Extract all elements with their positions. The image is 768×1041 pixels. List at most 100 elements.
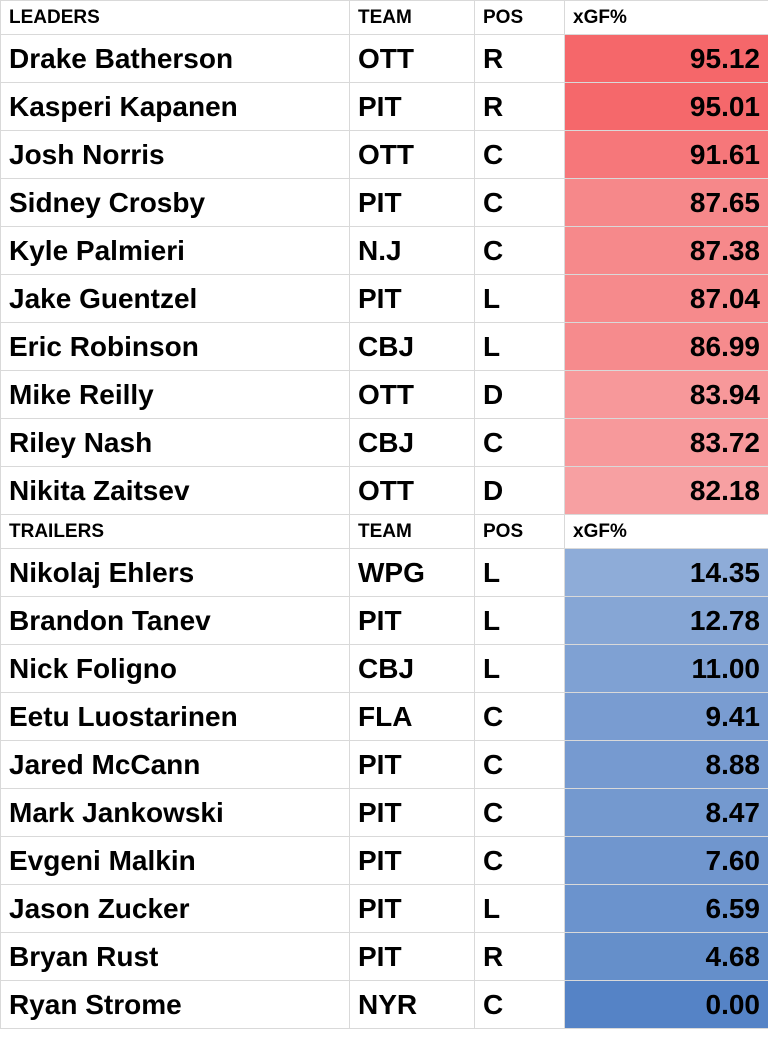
player-name-cell[interactable]: Drake Batherson [0, 34, 350, 83]
xgf-value-cell[interactable]: 8.47 [564, 788, 768, 837]
xgf-value-cell[interactable]: 6.59 [564, 884, 768, 933]
team-cell[interactable]: NYR [349, 980, 475, 1029]
pos-cell[interactable]: D [474, 466, 565, 515]
xgf-value-cell[interactable]: 83.72 [564, 418, 768, 467]
team-cell[interactable]: OTT [349, 130, 475, 179]
team-cell[interactable]: PIT [349, 788, 475, 837]
player-name-cell[interactable]: Jake Guentzel [0, 274, 350, 323]
team-cell[interactable]: N.J [349, 226, 475, 275]
player-name-cell[interactable]: Jason Zucker [0, 884, 350, 933]
pos-cell[interactable]: L [474, 884, 565, 933]
pos-cell[interactable]: R [474, 82, 565, 131]
xgf-value-cell[interactable]: 95.01 [564, 82, 768, 131]
pos-column-header[interactable]: POS [474, 514, 565, 549]
player-row: Kasperi Kapanen PIT R 95.01 [0, 82, 768, 131]
team-cell[interactable]: OTT [349, 370, 475, 419]
player-name-cell[interactable]: Bryan Rust [0, 932, 350, 981]
pos-cell[interactable]: C [474, 980, 565, 1029]
player-row: Jason Zucker PIT L 6.59 [0, 884, 768, 933]
team-cell[interactable]: CBJ [349, 418, 475, 467]
xgf-value-cell[interactable]: 86.99 [564, 322, 768, 371]
xgf-value-cell[interactable]: 8.88 [564, 740, 768, 789]
team-cell[interactable]: PIT [349, 178, 475, 227]
player-name-cell[interactable]: Nick Foligno [0, 644, 350, 693]
team-cell[interactable]: PIT [349, 836, 475, 885]
pos-cell[interactable]: L [474, 322, 565, 371]
player-row: Nikolaj Ehlers WPG L 14.35 [0, 548, 768, 597]
player-row: Eric Robinson CBJ L 86.99 [0, 322, 768, 371]
player-row: Ryan Strome NYR C 0.00 [0, 980, 768, 1029]
xgf-value-cell[interactable]: 82.18 [564, 466, 768, 515]
pos-cell[interactable]: L [474, 596, 565, 645]
team-cell[interactable]: CBJ [349, 322, 475, 371]
player-row: Jake Guentzel PIT L 87.04 [0, 274, 768, 323]
pos-cell[interactable]: L [474, 274, 565, 323]
player-row: Brandon Tanev PIT L 12.78 [0, 596, 768, 645]
xgf-value-cell[interactable]: 95.12 [564, 34, 768, 83]
team-cell[interactable]: PIT [349, 596, 475, 645]
team-cell[interactable]: OTT [349, 34, 475, 83]
player-row: Jared McCann PIT C 8.88 [0, 740, 768, 789]
xgf-column-header[interactable]: xGF% [564, 514, 768, 549]
player-name-cell[interactable]: Mark Jankowski [0, 788, 350, 837]
player-name-cell[interactable]: Riley Nash [0, 418, 350, 467]
team-cell[interactable]: FLA [349, 692, 475, 741]
pos-cell[interactable]: R [474, 932, 565, 981]
xgf-value-cell[interactable]: 7.60 [564, 836, 768, 885]
xgf-value-cell[interactable]: 4.68 [564, 932, 768, 981]
player-name-cell[interactable]: Eetu Luostarinen [0, 692, 350, 741]
player-name-cell[interactable]: Nikolaj Ehlers [0, 548, 350, 597]
team-column-header[interactable]: TEAM [349, 0, 475, 35]
xgf-value-cell[interactable]: 83.94 [564, 370, 768, 419]
team-cell[interactable]: PIT [349, 932, 475, 981]
xgf-value-cell[interactable]: 14.35 [564, 548, 768, 597]
pos-cell[interactable]: C [474, 226, 565, 275]
pos-cell[interactable]: C [474, 740, 565, 789]
team-cell[interactable]: PIT [349, 884, 475, 933]
xgf-value-cell[interactable]: 9.41 [564, 692, 768, 741]
trailers-header-label[interactable]: TRAILERS [0, 514, 350, 549]
team-cell[interactable]: PIT [349, 274, 475, 323]
team-cell[interactable]: PIT [349, 740, 475, 789]
player-row: Bryan Rust PIT R 4.68 [0, 932, 768, 981]
player-name-cell[interactable]: Evgeni Malkin [0, 836, 350, 885]
pos-cell[interactable]: C [474, 788, 565, 837]
pos-cell[interactable]: L [474, 644, 565, 693]
pos-cell[interactable]: L [474, 548, 565, 597]
player-name-cell[interactable]: Sidney Crosby [0, 178, 350, 227]
xgf-value-cell[interactable]: 12.78 [564, 596, 768, 645]
pos-cell[interactable]: D [474, 370, 565, 419]
xgf-column-header[interactable]: xGF% [564, 0, 768, 35]
leaders-header-label[interactable]: LEADERS [0, 0, 350, 35]
leaders-header-row: LEADERS TEAM POS xGF% [0, 0, 768, 35]
team-cell[interactable]: WPG [349, 548, 475, 597]
pos-cell[interactable]: C [474, 692, 565, 741]
player-name-cell[interactable]: Nikita Zaitsev [0, 466, 350, 515]
pos-cell[interactable]: C [474, 418, 565, 467]
xgf-value-cell[interactable]: 87.65 [564, 178, 768, 227]
xgf-value-cell[interactable]: 11.00 [564, 644, 768, 693]
team-cell[interactable]: PIT [349, 82, 475, 131]
player-name-cell[interactable]: Ryan Strome [0, 980, 350, 1029]
player-name-cell[interactable]: Brandon Tanev [0, 596, 350, 645]
player-name-cell[interactable]: Josh Norris [0, 130, 350, 179]
pos-cell[interactable]: C [474, 178, 565, 227]
team-column-header[interactable]: TEAM [349, 514, 475, 549]
team-cell[interactable]: OTT [349, 466, 475, 515]
player-name-cell[interactable]: Kyle Palmieri [0, 226, 350, 275]
team-cell[interactable]: CBJ [349, 644, 475, 693]
player-name-cell[interactable]: Eric Robinson [0, 322, 350, 371]
xgf-value-cell[interactable]: 0.00 [564, 980, 768, 1029]
player-row: Eetu Luostarinen FLA C 9.41 [0, 692, 768, 741]
player-name-cell[interactable]: Jared McCann [0, 740, 350, 789]
pos-cell[interactable]: R [474, 34, 565, 83]
player-name-cell[interactable]: Kasperi Kapanen [0, 82, 350, 131]
player-row: Nikita Zaitsev OTT D 82.18 [0, 466, 768, 515]
pos-cell[interactable]: C [474, 836, 565, 885]
pos-column-header[interactable]: POS [474, 0, 565, 35]
player-name-cell[interactable]: Mike Reilly [0, 370, 350, 419]
xgf-value-cell[interactable]: 91.61 [564, 130, 768, 179]
xgf-value-cell[interactable]: 87.38 [564, 226, 768, 275]
pos-cell[interactable]: C [474, 130, 565, 179]
xgf-value-cell[interactable]: 87.04 [564, 274, 768, 323]
